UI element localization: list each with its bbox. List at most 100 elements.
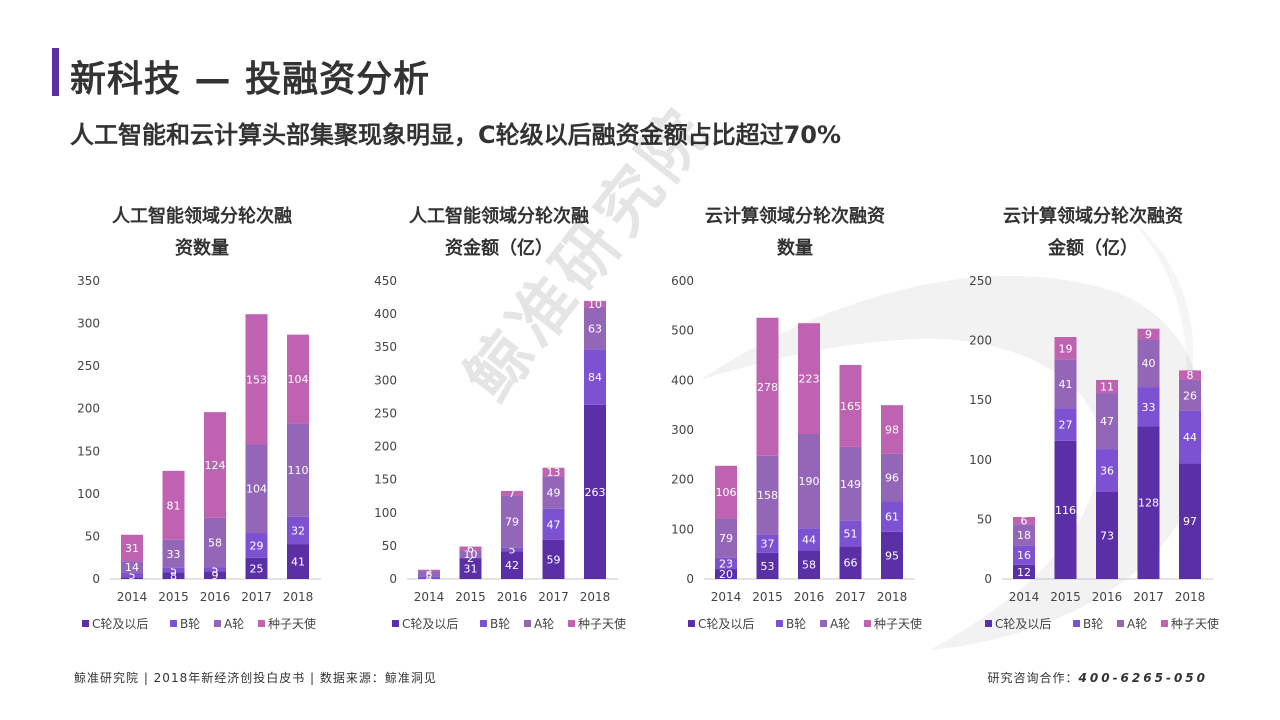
chart-3-bar-A轮-2015 [756, 455, 779, 535]
chart-3-bar-B轮-2016 [798, 528, 820, 551]
chart-2-data-label: 63 [588, 322, 602, 335]
chart-1-ytick-label: 0 [92, 572, 100, 586]
chart-4-data-label: 16 [1017, 549, 1031, 562]
page-subtitle: 人工智能和云计算头部集聚现象明显，C轮级以后融资金额占比超过70% [70, 121, 842, 149]
chart-1-legend-label: A轮 [224, 617, 244, 631]
chart-1-ytick-label: 250 [77, 359, 100, 373]
chart-4-data-label: 19 [1059, 342, 1073, 355]
chart-2-bar-A轮-2018 [584, 307, 606, 350]
chart-4-bar-B轮-2018 [1179, 410, 1201, 464]
chart-2-data-label: 2 [467, 552, 474, 565]
chart-1-bar-种子天使-2016 [204, 412, 226, 518]
chart-2-data-label: 13 [547, 466, 561, 479]
chart-1-ytick-label: 350 [77, 274, 100, 288]
chart-2-bar-种子天使-2015 [459, 546, 482, 551]
chart-1-data-label: 104 [288, 373, 309, 386]
chart-3-ytick-label: 600 [671, 274, 694, 288]
chart-3-data-label: 51 [844, 528, 858, 541]
chart-4-data-label: 18 [1017, 529, 1031, 542]
chart-2-ytick-label: 150 [374, 473, 397, 487]
chart-1-data-label: 14 [125, 561, 139, 574]
chart-4-legend-label: B轮 [1083, 617, 1103, 631]
chart-2-bar-种子天使-2014 [418, 569, 440, 572]
chart-2-xtick-label: 2018 [580, 590, 611, 604]
chart-4-title: 云计算领域分轮次融资 金额（亿） [973, 201, 1213, 265]
chart-3-ytick-label: 500 [671, 324, 694, 338]
chart-4-xtick-label: 2015 [1050, 590, 1081, 604]
chart-1-bar-种子天使-2017 [245, 314, 268, 445]
chart-1-bar-C轮及以后-2014 [121, 577, 143, 579]
chart-3-data-label: 158 [757, 489, 778, 502]
chart-3-bar-C轮及以后-2018 [881, 531, 903, 579]
chart-2-title-line-1: 人工智能领域分轮次融 [409, 206, 589, 227]
chart-2-data-label: 79 [505, 516, 519, 529]
chart-2-data-label: 4 [426, 572, 433, 585]
chart-4-bar-种子天使-2017 [1137, 328, 1160, 340]
chart-4-legend-swatch [1073, 620, 1080, 627]
chart-3-bar-种子天使-2017 [839, 364, 862, 447]
chart-4-bar-C轮及以后-2015 [1054, 440, 1077, 579]
chart-4-xtick-label: 2016 [1092, 590, 1123, 604]
chart-4-bar-A轮-2016 [1096, 393, 1118, 450]
chart-2-bar-种子天使-2017 [542, 467, 565, 477]
chart-2-legend-swatch [524, 620, 531, 627]
chart-4-bar-A轮-2018 [1179, 379, 1201, 411]
chart-3-xtick-label: 2016 [794, 590, 825, 604]
chart-2-bar-A轮-2017 [542, 476, 565, 509]
chart-3-title-line-2: 数量 [777, 238, 813, 259]
chart-1-legend-label: 种子天使 [268, 616, 316, 631]
chart-1-data-label: 33 [167, 548, 181, 561]
chart-4-ytick-label: 100 [969, 453, 992, 467]
chart-3-xtick-label: 2017 [835, 590, 866, 604]
chart-1-ytick-label: 300 [77, 317, 100, 331]
chart-3-data-label: 53 [761, 560, 775, 573]
chart-4-data-label: 97 [1183, 515, 1197, 528]
chart-1-legend-swatch [214, 620, 221, 627]
chart-1-ytick-label: 200 [77, 402, 100, 416]
chart-3-ytick-label: 0 [686, 572, 694, 586]
chart-4-ytick-label: 150 [969, 393, 992, 407]
chart-2-ytick-label: 250 [374, 406, 397, 420]
chart-1-bar-种子天使-2014 [121, 534, 143, 562]
chart-3-data-label: 223 [799, 373, 820, 386]
chart-4-xtick-label: 2018 [1175, 590, 1206, 604]
chart-1-bar-A轮-2016 [204, 517, 226, 568]
chart-2-xtick-label: 2014 [414, 590, 445, 604]
chart-3-title-line-1: 云计算领域分轮次融资 [705, 206, 885, 227]
chart-3-legend-label: C轮及以后 [698, 617, 754, 631]
chart-4-data-label: 12 [1017, 566, 1031, 579]
chart-4-data-label: 6 [1021, 515, 1028, 528]
chart-1-data-label: 110 [288, 464, 309, 477]
chart-4-ytick-label: 0 [984, 572, 992, 586]
chart-3-bar-C轮及以后-2017 [839, 546, 862, 579]
chart-2-data-label: 5 [509, 544, 516, 557]
chart-4-bar-A轮-2015 [1054, 359, 1077, 409]
chart-4-title-line-1: 云计算领域分轮次融资 [1003, 206, 1183, 227]
chart-3-data-label: 66 [844, 557, 858, 570]
chart-3-bar-A轮-2016 [798, 433, 820, 529]
chart-2-ytick-label: 100 [374, 506, 397, 520]
chart-2-bar-A轮-2014 [418, 571, 440, 577]
chart-4-bar-C轮及以后-2017 [1137, 426, 1160, 579]
chart-3-bar-B轮-2015 [756, 534, 779, 553]
chart-4-data-label: 26 [1183, 389, 1197, 402]
chart-2-title-line-2: 资金额（亿） [445, 238, 553, 259]
chart-3-data-label: 106 [716, 486, 737, 499]
chart-3-data-label: 165 [840, 400, 861, 413]
chart-2-bar-A轮-2016 [501, 495, 523, 548]
chart-1-bar-C轮及以后-2017 [245, 557, 268, 579]
chart-3-bar-C轮及以后-2016 [798, 550, 820, 579]
page-title: 新科技 — 投融资分析 [70, 59, 431, 100]
chart-2-ytick-label: 0 [389, 572, 397, 586]
chart-2-xtick-label: 2017 [538, 590, 569, 604]
chart-4-legend-swatch [985, 620, 992, 627]
chart-2-data-label: 6 [467, 543, 474, 556]
chart-1-bar-B轮-2018 [287, 516, 309, 545]
chart-2-bar-C轮及以后-2017 [542, 539, 565, 579]
chart-4-bar-种子天使-2015 [1054, 337, 1077, 360]
chart-4-xtick-label: 2014 [1009, 590, 1040, 604]
chart-1-bar-C轮及以后-2018 [287, 544, 309, 579]
chart-1-bar-B轮-2014 [121, 573, 143, 578]
chart-4-data-label: 36 [1100, 465, 1114, 478]
chart-1-legend-swatch [82, 620, 89, 627]
